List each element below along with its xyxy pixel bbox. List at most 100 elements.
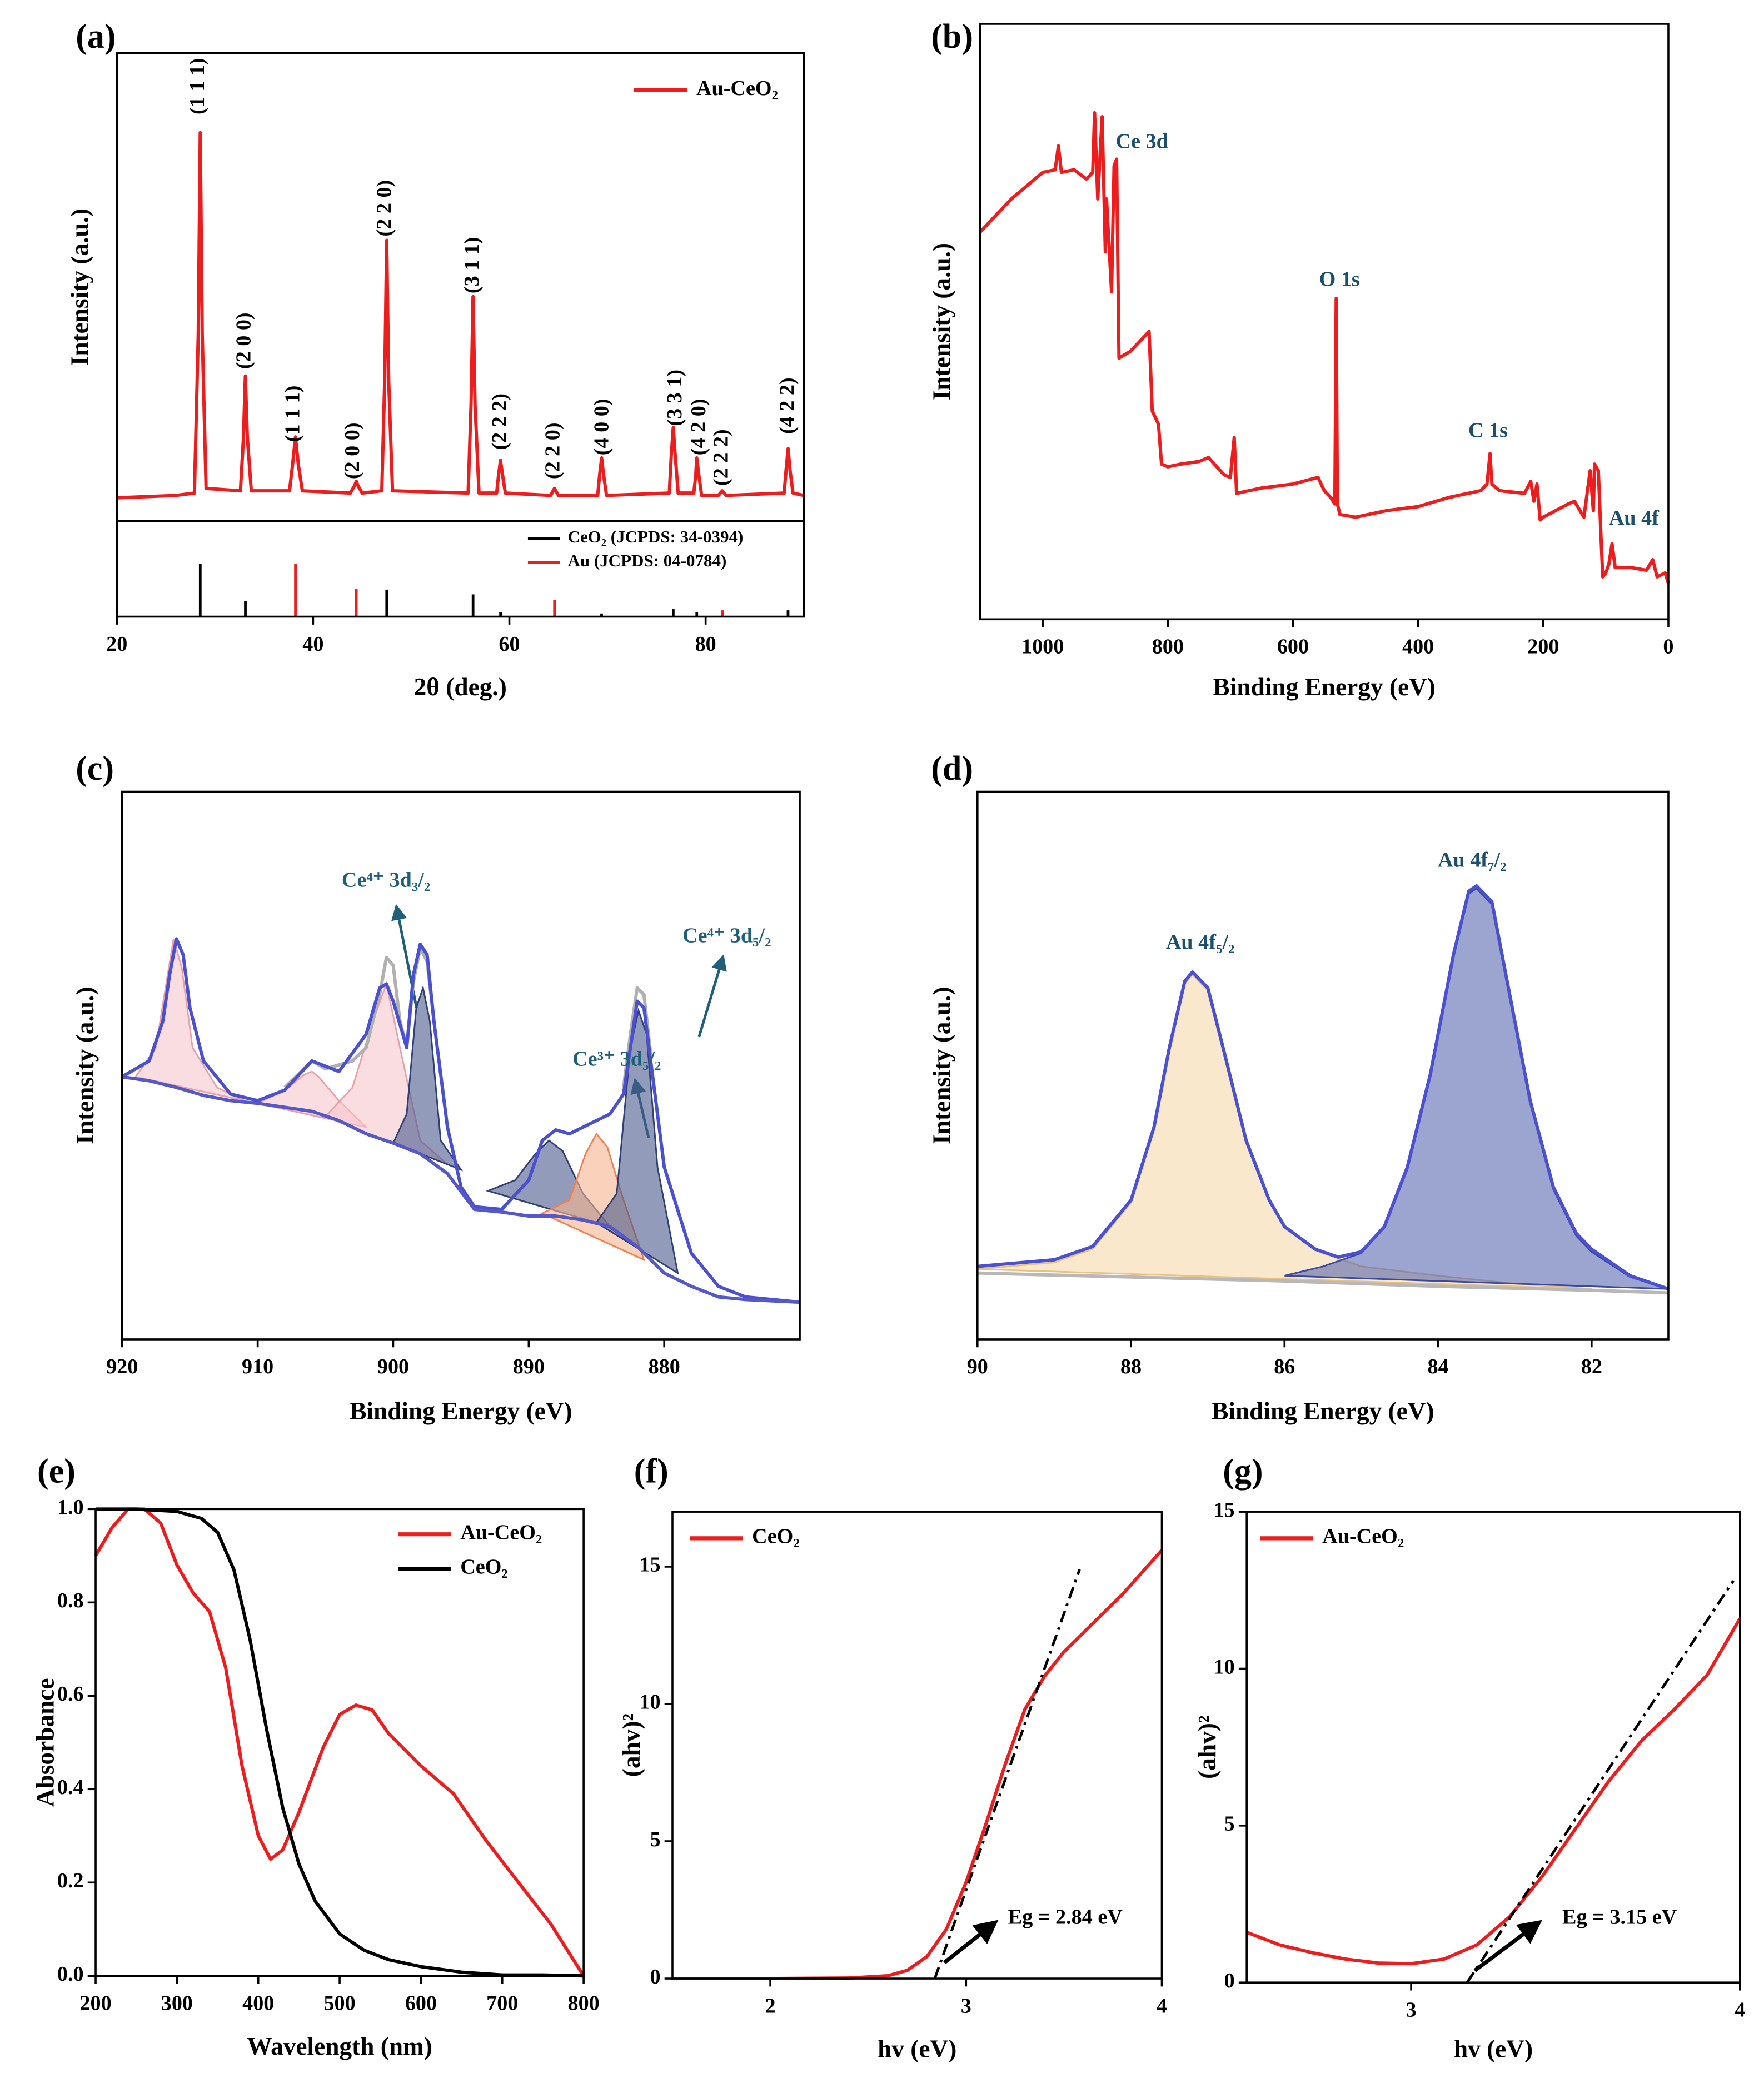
y-axis-label: Intensity (a.u.): [928, 243, 956, 400]
annotation: (3 3 1): [663, 370, 686, 426]
y-tick-label: 0: [650, 1965, 660, 1989]
annotation: (2 2 0): [541, 422, 564, 479]
panel-label: (e): [37, 1453, 76, 1491]
annotation: Ce⁴⁺ 3d₃/₂: [342, 869, 430, 892]
x-tick-label: 500: [323, 1992, 355, 2015]
x-tick-label: 600: [405, 1992, 437, 2015]
data-line: [672, 1549, 1163, 1981]
arrow: [943, 1920, 999, 1965]
panel-label: (g): [1223, 1453, 1263, 1491]
y-tick-label: 15: [1214, 1498, 1235, 1522]
annotation: (4 2 0): [687, 398, 710, 455]
y-tick-label: 0.0: [57, 1962, 84, 1986]
y-axis-label: Intensity (a.u.): [66, 208, 94, 366]
x-tick-label: 400: [1402, 635, 1434, 659]
annotation: (2 0 0): [341, 422, 364, 479]
plot-frame: [976, 790, 1670, 1341]
x-tick-label: 86: [1274, 1355, 1295, 1378]
annotation: (3 1 1): [460, 237, 484, 293]
panel: 90 88 86 84 82 (d) Binding Energy (eV) Intensit…: [928, 750, 1670, 1425]
y-tick-label: 0.8: [57, 1589, 84, 1612]
legend-label: Au (JCPDS: 04-0784): [567, 551, 726, 570]
panel-label: (b): [931, 18, 973, 56]
annotation: C 1s: [1468, 419, 1508, 442]
y-tick-label: 5: [1224, 1812, 1235, 1836]
y-tick-label: 0.2: [57, 1869, 84, 1892]
y-tick-label: 0.6: [57, 1682, 84, 1706]
y-axis-label: Intensity (a.u.): [71, 987, 99, 1144]
annotation: Eg = 2.84 eV: [1008, 1905, 1123, 1928]
tangent-line: [1466, 1580, 1735, 1984]
x-tick-label: 88: [1120, 1355, 1142, 1378]
data-line: [117, 131, 804, 500]
y-tick-label: 0.4: [57, 1776, 84, 1799]
y-axis-label: (ahv)²: [617, 1713, 645, 1777]
panel-label: (d): [931, 750, 973, 788]
data-line: [977, 884, 1669, 1291]
panel: 200 300 400 500 600 700 800 0.0 0.2 0.4 0.6 0.8 1.0 (…: [32, 1453, 600, 2060]
panel: 2 3 4 0 5 10 15 (f) hv (eV) (ahv)² CeO₂ Eg = 2.84 e…: [617, 1453, 1167, 2063]
component-area: [595, 1007, 679, 1275]
legend-label: CeO₂ (JCPDS: 34-0394): [567, 527, 743, 546]
annotation: Au 4f₅/₂: [1166, 931, 1235, 954]
component-area: [134, 938, 245, 1102]
x-axis-label: Binding Energy (eV): [1212, 1397, 1434, 1425]
x-tick-label: 800: [1152, 635, 1184, 659]
x-axis-label: 2θ (deg.): [414, 673, 507, 701]
arrow: [697, 954, 727, 1038]
x-axis-label: hv (eV): [878, 2035, 956, 2063]
arrow: [1473, 1920, 1542, 1972]
annotation: (2 2 2): [488, 393, 511, 450]
annotation: (2 0 0): [232, 312, 255, 369]
x-tick-label: 400: [242, 1992, 274, 2015]
plot-frame: [979, 23, 1670, 621]
x-axis-label: Binding Energy (eV): [350, 1397, 572, 1425]
x-tick-label: 80: [695, 632, 716, 656]
x-tick-label: 920: [106, 1355, 138, 1378]
x-tick-label: 4: [1157, 1994, 1167, 2017]
y-axis-label: Intensity (a.u.): [928, 987, 956, 1144]
panel: 3 4 0 5 10 15 (g) hv (eV) (ahv)² Au-CeO₂ Eg = 3.15…: [1193, 1453, 1746, 2063]
annotation: Au 4f₇/₂: [1438, 849, 1507, 872]
x-tick-label: 890: [513, 1355, 545, 1378]
x-axis-label: Binding Energy (eV): [1213, 673, 1436, 701]
plot-frame: [121, 790, 801, 1341]
panel-label: (c): [76, 750, 114, 788]
panel: 920 910 900 890 880 (c) Binding Energy (eV) Int…: [71, 750, 801, 1425]
x-axis-label: hv (eV): [1454, 2035, 1533, 2063]
x-tick-label: 20: [106, 632, 127, 656]
data-line: [121, 937, 800, 1304]
annotation: (4 2 2): [776, 377, 799, 434]
tangent-line: [933, 1569, 1081, 1979]
data-line: [1246, 1617, 1742, 1966]
x-tick-label: 900: [377, 1355, 409, 1378]
x-tick-label: 600: [1277, 635, 1309, 659]
plot-frame: [116, 52, 805, 618]
legend-label: Au-CeO₂: [460, 1521, 542, 1544]
annotation: (2 2 0): [372, 180, 396, 237]
x-tick-label: 910: [242, 1355, 273, 1378]
x-tick-label: 3: [961, 1994, 971, 2017]
legend-label: CeO₂: [460, 1556, 508, 1579]
x-tick-label: 84: [1427, 1355, 1448, 1378]
x-tick-label: 82: [1581, 1355, 1602, 1378]
component-area: [1284, 887, 1669, 1290]
annotation: (1 1 1): [186, 58, 209, 114]
plot-frame: [1245, 1511, 1741, 1984]
x-tick-label: 800: [568, 1992, 600, 2015]
y-axis-label: Absorbance: [32, 1678, 59, 1807]
data-line: [977, 1271, 1669, 1295]
y-tick-label: 15: [639, 1553, 660, 1577]
legend-label: CeO₂: [752, 1525, 800, 1548]
x-tick-label: 60: [499, 632, 520, 656]
x-tick-label: 200: [1527, 635, 1559, 659]
y-tick-label: 10: [1214, 1655, 1235, 1678]
data-line: [979, 111, 1670, 584]
x-tick-label: 90: [967, 1355, 988, 1378]
plot-frame: [94, 1508, 585, 1977]
x-tick-label: 4: [1735, 1998, 1745, 2021]
x-axis-label: Wavelength (nm): [247, 2032, 432, 2060]
x-tick-label: 880: [649, 1355, 680, 1378]
annotation: Ce⁴⁺ 3d₅/₂: [682, 924, 771, 948]
